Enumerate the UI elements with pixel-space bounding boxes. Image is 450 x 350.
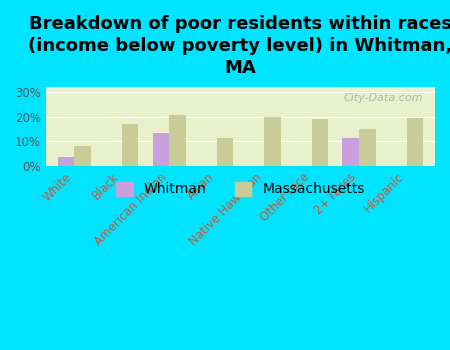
Bar (359, 129, 376, 166)
Bar (74, 146, 91, 166)
Text: City-Data.com: City-Data.com (344, 93, 423, 103)
Bar (342, 138, 359, 166)
Bar (406, 118, 423, 166)
Bar (217, 138, 233, 166)
Title: Breakdown of poor residents within races
(income below poverty level) in Whitman: Breakdown of poor residents within races… (28, 15, 450, 77)
Bar (122, 124, 139, 166)
Bar (58, 157, 74, 166)
Legend: Whitman, Massachusetts: Whitman, Massachusetts (111, 176, 370, 202)
Bar (264, 117, 281, 166)
Bar (153, 133, 169, 166)
Bar (169, 116, 186, 166)
Bar (311, 119, 328, 166)
